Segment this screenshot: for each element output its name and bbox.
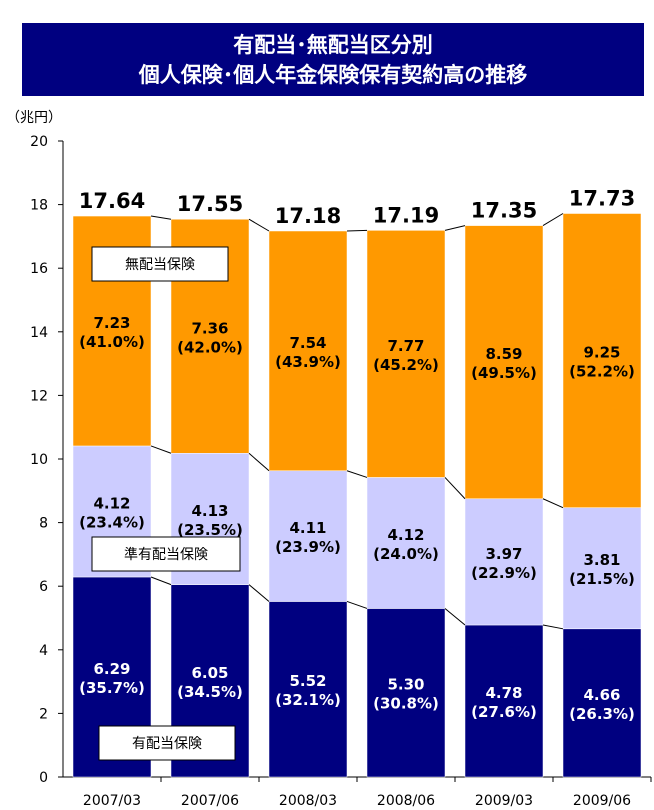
data-label-percent: (23.9%)	[275, 538, 341, 556]
y-axis-unit-label: （兆円）	[6, 110, 62, 126]
series-connector-line	[346, 470, 368, 478]
series-connector-line	[542, 624, 564, 630]
data-label-value: 4.13	[191, 502, 228, 520]
data-label-value: 7.23	[93, 314, 130, 332]
series-connector-line	[248, 218, 270, 232]
total-label: 17.18	[275, 204, 341, 228]
data-label-value: 7.54	[289, 334, 326, 352]
data-label-percent: (34.5%)	[177, 683, 243, 701]
data-label-percent: (27.6%)	[471, 703, 537, 721]
bar-segment	[366, 230, 446, 478]
chart-title-box: 有配当･無配当区分別 個人保険･個人年金保険保有契約高の推移	[22, 23, 644, 96]
data-label-percent: (35.7%)	[79, 679, 145, 697]
legend-label: 準有配当保険	[124, 547, 208, 563]
chart-title-line1: 有配当･無配当区分別	[233, 32, 433, 57]
series-connector-line	[346, 600, 368, 609]
data-label-percent: (23.4%)	[79, 513, 145, 531]
y-tick-label: 10	[30, 452, 48, 468]
y-tick-label: 2	[39, 706, 48, 722]
total-label: 17.19	[373, 203, 439, 227]
x-tick-label: 2008/03	[279, 793, 337, 809]
data-label-value: 7.36	[191, 319, 228, 337]
bar-segment	[366, 477, 446, 609]
series-connector-line	[248, 584, 270, 602]
y-tick-label: 12	[30, 388, 48, 404]
y-tick-label: 0	[39, 770, 48, 786]
series-connector-line	[150, 215, 172, 220]
data-label-value: 6.05	[191, 664, 228, 682]
data-label-percent: (49.5%)	[471, 364, 537, 382]
legend-label: 有配当保険	[132, 736, 202, 752]
total-label: 17.35	[471, 199, 537, 223]
chart-title-line2: 個人保険･個人年金保険保有契約高の推移	[138, 62, 528, 87]
y-tick-label: 20	[30, 134, 48, 150]
data-label-value: 5.52	[289, 672, 326, 690]
data-label-percent: (45.2%)	[373, 356, 439, 374]
data-label-percent: (41.0%)	[79, 333, 145, 351]
y-tick-label: 6	[39, 579, 48, 595]
series-connector-line	[346, 229, 368, 232]
data-label-percent: (30.8%)	[373, 695, 439, 713]
data-label-percent: (23.5%)	[177, 521, 243, 539]
y-tick-label: 8	[39, 516, 48, 532]
bar-segment	[562, 507, 642, 630]
legend-box	[91, 246, 229, 282]
data-label-percent: (24.0%)	[373, 545, 439, 563]
x-tick-label: 2009/06	[573, 793, 631, 809]
data-label-value: 8.59	[485, 345, 522, 363]
data-label-percent: (22.9%)	[471, 564, 537, 582]
bar-segment	[366, 608, 446, 778]
data-label-percent: (42.0%)	[177, 338, 243, 356]
data-label-value: 5.30	[387, 676, 424, 694]
data-label-value: 4.12	[93, 494, 130, 512]
bar-segment	[562, 628, 642, 778]
data-label-value: 4.12	[387, 526, 424, 544]
series-connector-line	[542, 498, 564, 509]
data-label-percent: (32.1%)	[275, 691, 341, 709]
bar-segment	[464, 225, 544, 499]
y-tick-label: 4	[39, 643, 48, 659]
total-label: 17.73	[569, 187, 635, 211]
data-label-value: 7.77	[387, 337, 424, 355]
y-tick-label: 14	[30, 325, 48, 341]
data-label-value: 4.78	[485, 684, 522, 702]
legend-box	[98, 725, 236, 761]
data-label-percent: (52.2%)	[569, 363, 635, 381]
total-label: 17.55	[177, 192, 243, 216]
bar-segment	[464, 624, 544, 778]
data-label-percent: (43.9%)	[275, 353, 341, 371]
bar-segment	[464, 498, 544, 626]
x-tick-label: 2007/03	[83, 793, 141, 809]
series-connector-line	[444, 608, 466, 626]
series-connector-line	[150, 445, 172, 454]
data-label-percent: (26.3%)	[569, 705, 635, 723]
series-connector-line	[542, 213, 564, 227]
bar-segment	[562, 213, 642, 508]
total-label: 17.64	[79, 189, 145, 213]
data-label-value: 3.81	[583, 551, 620, 569]
series-connector-line	[150, 576, 172, 586]
y-tick-label: 16	[30, 261, 48, 277]
data-label-value: 4.11	[289, 519, 326, 537]
data-label-value: 3.97	[485, 545, 522, 563]
x-tick-label: 2009/03	[475, 793, 533, 809]
bar-segment	[268, 470, 348, 602]
x-tick-label: 2008/06	[377, 793, 435, 809]
legend-label: 無配当保険	[125, 257, 195, 273]
data-label-value: 4.66	[583, 686, 620, 704]
legend-box	[91, 536, 241, 572]
data-label-value: 9.25	[583, 344, 620, 362]
data-label-value: 6.29	[93, 660, 130, 678]
series-connector-line	[444, 477, 466, 500]
data-label-percent: (21.5%)	[569, 570, 635, 588]
series-connector-line	[444, 225, 466, 231]
x-tick-label: 2007/06	[181, 793, 239, 809]
bar-segment	[268, 230, 348, 472]
bar-segment	[268, 601, 348, 778]
series-connector-line	[248, 452, 270, 472]
y-tick-label: 18	[30, 198, 48, 214]
